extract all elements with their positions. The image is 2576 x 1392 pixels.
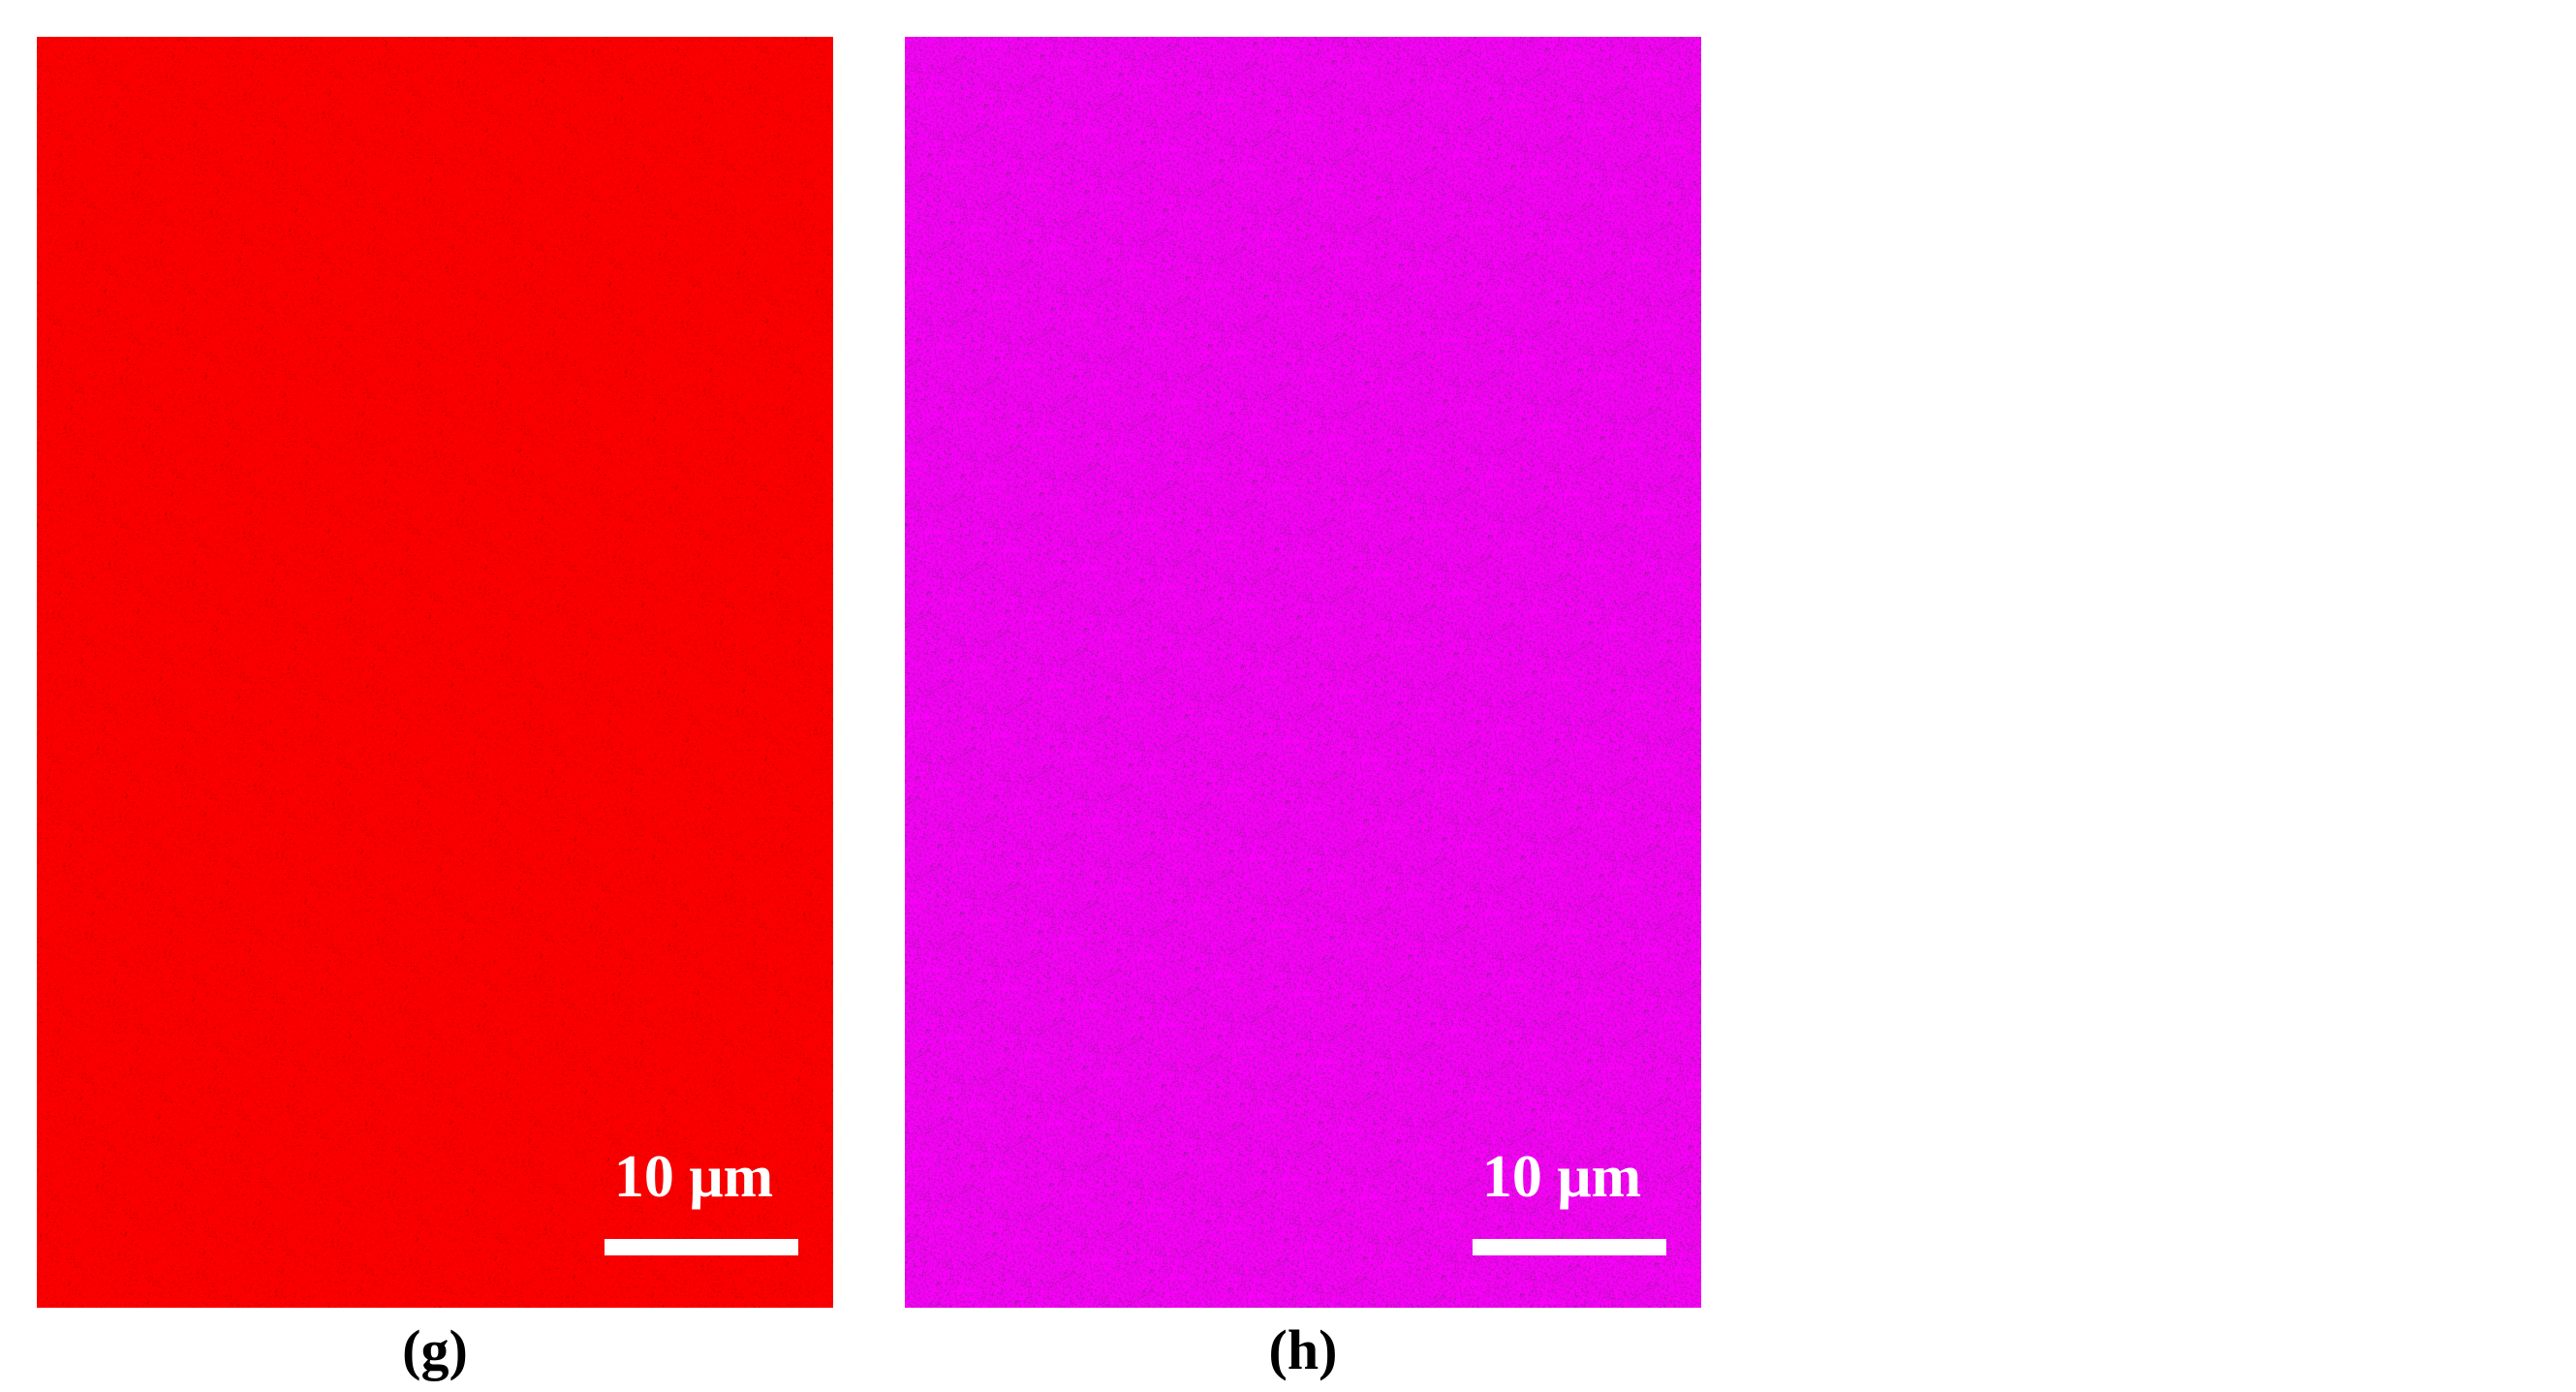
panel-caption-h: (h) — [1268, 1318, 1338, 1381]
eds-map-image-g — [37, 37, 833, 1308]
scale-bar-label-g: 10 μm — [613, 1144, 774, 1210]
scale-bar-label-h: 10 μm — [1481, 1144, 1642, 1210]
scale-bar-g — [605, 1239, 798, 1255]
scale-bar-h — [1473, 1239, 1666, 1255]
panel-caption-g: (g) — [402, 1318, 468, 1381]
eds-map-panel-g: 10 μm — [37, 37, 833, 1308]
eds-map-image-h — [905, 37, 1701, 1308]
eds-map-panel-h: 10 μm — [905, 37, 1701, 1308]
